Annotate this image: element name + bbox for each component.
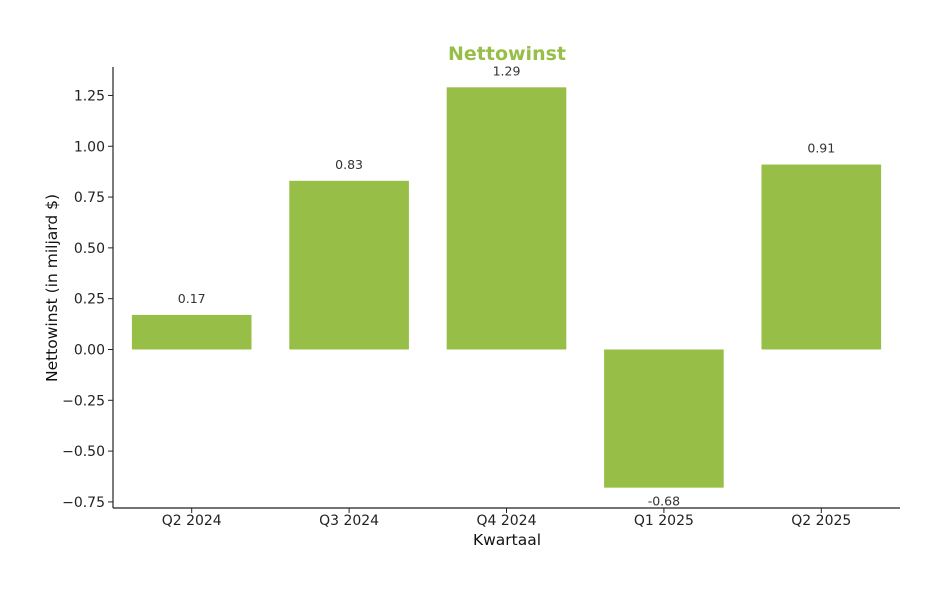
data-label: 0.17	[178, 291, 206, 306]
bar	[446, 87, 567, 350]
x-axis-title: Kwartaal	[473, 531, 541, 549]
x-tick-label: Q3 2024	[319, 513, 379, 529]
y-tick-label: 1.00	[74, 139, 105, 155]
x-tick-label: Q1 2025	[634, 513, 694, 529]
y-tick-label: −0.25	[62, 393, 105, 409]
data-label: -0.68	[648, 494, 680, 509]
data-label: 0.83	[335, 157, 363, 172]
x-tick-label: Q2 2025	[791, 513, 851, 529]
data-label: 0.91	[807, 141, 835, 156]
bar	[604, 349, 724, 488]
data-labels-layer: 0.17 0.83 1.29 -0.68 0.91	[178, 63, 835, 508]
data-label: 1.29	[493, 63, 521, 78]
x-tick-label: Q2 2024	[162, 513, 222, 529]
bar	[761, 164, 882, 350]
y-tick-label: −0.50	[62, 444, 105, 460]
y-tick-label: 0.25	[74, 292, 105, 308]
x-axis: Q2 2024 Q3 2024 Q4 2024 Q1 2025 Q2 2025	[113, 507, 900, 529]
y-tick-label: 0.00	[74, 342, 105, 358]
y-tick-label: 0.75	[74, 190, 105, 206]
y-tick-label: 1.25	[74, 88, 105, 104]
y-tick-label: −0.75	[62, 495, 105, 511]
bar	[289, 180, 409, 350]
bar	[131, 314, 252, 350]
y-axis: −0.75 −0.50 −0.25 0.00 0.25 0.50 0.75 1.00 1.25	[62, 67, 114, 511]
y-tick-label: 0.50	[74, 241, 105, 257]
y-axis-title: Nettowinst (in miljard $)	[43, 194, 61, 382]
chart-title: Nettowinst	[448, 43, 566, 65]
bars-layer	[131, 87, 882, 488]
x-tick-label: Q4 2024	[476, 513, 536, 529]
